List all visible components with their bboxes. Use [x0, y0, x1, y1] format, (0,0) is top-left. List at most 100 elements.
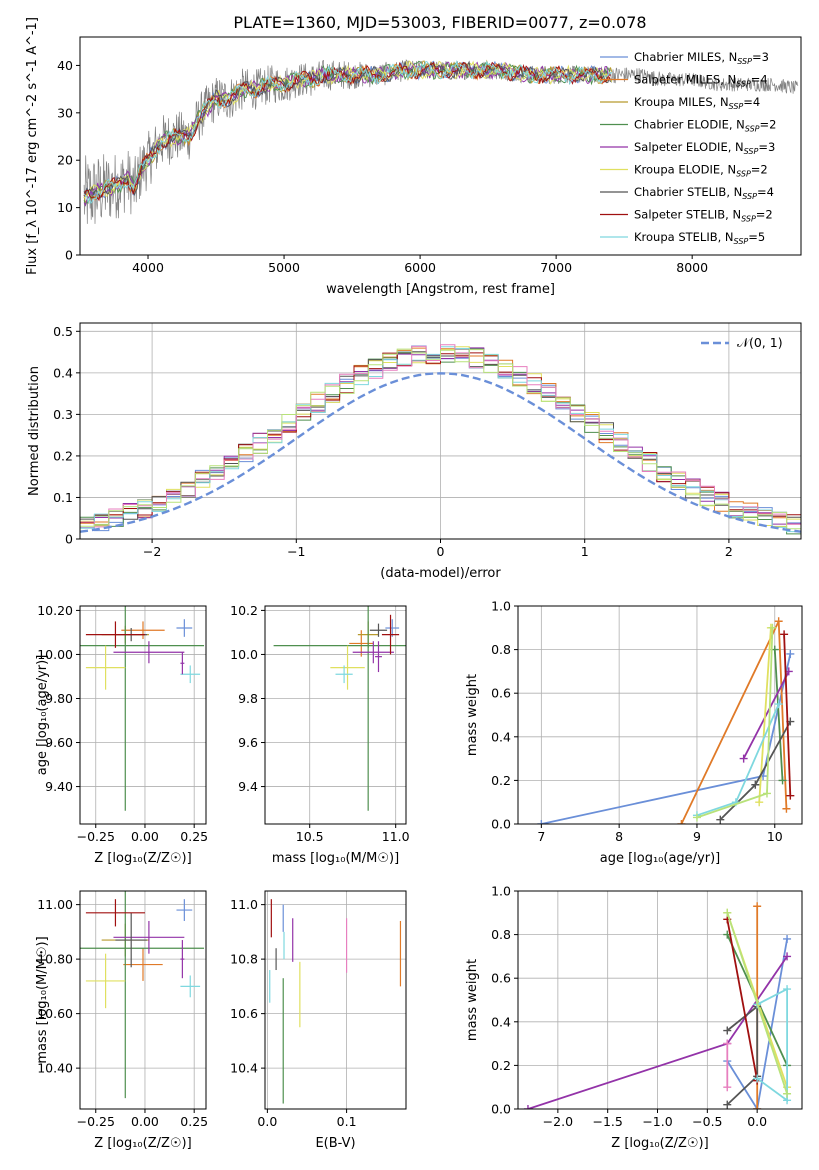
- legend-value: =3: [758, 140, 775, 154]
- y-tick-label: 0.6: [491, 686, 511, 701]
- y-tick-label: 11.00: [37, 897, 73, 912]
- x-tick-label: 0.1: [337, 1114, 357, 1129]
- x-tick-label: 5000: [268, 260, 300, 275]
- legend-subscript: SSP: [736, 170, 751, 179]
- plot-area-spectrum: [83, 59, 799, 224]
- x-tick-label: 1: [581, 544, 589, 559]
- x-tick-label: 4000: [132, 260, 164, 275]
- weight-series-line: [726, 919, 759, 1081]
- x-tick-label: 0.0: [257, 1114, 277, 1129]
- x-axis-label: wavelength [Angstrom, rest frame]: [326, 282, 555, 297]
- legend-subscript: SSP: [744, 147, 759, 156]
- weight-point-marker: [782, 804, 791, 813]
- y-axis-label: mass [log₁₀(M/M☉)]: [35, 936, 50, 1063]
- y-tick-label: 0.0: [491, 1102, 511, 1117]
- y-tick-label: 0.8: [491, 927, 511, 942]
- weight-point-marker: [783, 985, 792, 994]
- x-tick-label: 0.0: [747, 1114, 767, 1129]
- plot-area-z_mass: [80, 891, 205, 1099]
- panel-z_mass: −0.25 0.00 0.25 10.40 10.60 10.80 11.00 Z [log₁…: [35, 890, 208, 1151]
- y-tick-label: 0.2: [53, 448, 73, 463]
- axes-frame: [79, 605, 207, 825]
- x-tick-label: 10: [767, 829, 783, 844]
- weight-series-line: [726, 912, 788, 1094]
- axes-frame: [517, 890, 803, 1110]
- y-tick-label: 9.4: [238, 779, 258, 794]
- weight-point-marker: [753, 1105, 762, 1109]
- chart-layer: 4000 5000 6000 7000 8000010203040wavelength …: [25, 17, 803, 1151]
- weight-series-line: [783, 634, 792, 796]
- y-tick-label: 9.8: [238, 691, 258, 706]
- panel-z_weight: −2.0 −1.5 −1.0 −0.5 0.0 0.0 0.2 0.4 0.6 0.8 1.0 Z […: [465, 884, 803, 1151]
- y-tick-label: 10.60: [37, 1006, 73, 1021]
- legend-subscript: SSP: [734, 237, 749, 246]
- weight-point-marker: [783, 1089, 792, 1098]
- x-axis-label: Z [log₁₀(Z/Z☉)]: [94, 1136, 191, 1151]
- weight-point-marker: [786, 649, 795, 658]
- y-tick-label: 9.80: [45, 691, 73, 706]
- y-axis-label: mass weight: [465, 959, 480, 1041]
- legend-label: Kroupa ELODIE, NSSP=2: [634, 163, 768, 179]
- weight-series-line: [773, 649, 784, 781]
- weight-point-marker: [783, 952, 792, 961]
- legend-label: Chabrier STELIB, NSSP=4: [634, 185, 774, 201]
- spectrum-model-line: [83, 60, 613, 199]
- x-tick-label: 7: [537, 829, 545, 844]
- y-tick-label: 0.6: [491, 971, 511, 986]
- x-tick-label: 2: [725, 544, 733, 559]
- x-tick-label: 0.25: [180, 1114, 208, 1129]
- weight-point-marker: [774, 700, 783, 709]
- weight-point-marker: [537, 820, 546, 824]
- legend-value: =5: [748, 230, 765, 244]
- x-tick-label: 11.0: [382, 829, 410, 844]
- legend-subscript: SSP: [741, 215, 756, 224]
- x-tick-label: −0.5: [692, 1114, 722, 1129]
- y-tick-label: 0: [65, 248, 73, 263]
- legend-subscript: SSP: [736, 80, 751, 89]
- weight-point-marker: [692, 813, 701, 822]
- weight-point-marker: [780, 630, 789, 639]
- plot-area-z_age: [80, 606, 205, 811]
- y-tick-label: 1.0: [491, 599, 511, 614]
- y-tick-label: 10.40: [37, 1061, 73, 1076]
- x-tick-label: −1: [287, 544, 305, 559]
- axes-frame: [264, 605, 407, 825]
- legend-label: Salpeter ELODIE, NSSP=3: [634, 140, 775, 156]
- weight-point-marker: [755, 798, 764, 807]
- y-tick-label: 10.00: [37, 647, 73, 662]
- legend-value: =2: [751, 163, 768, 177]
- x-axis-label: (data-model)/error: [380, 566, 501, 581]
- y-tick-label: 0.2: [491, 1058, 511, 1073]
- y-tick-label: 0.4: [491, 729, 511, 744]
- x-axis-label: mass [log₁₀(M/M☉)]: [272, 851, 399, 866]
- weight-point-marker: [786, 791, 795, 800]
- weight-point-marker: [762, 789, 771, 798]
- y-tick-label: 1.0: [491, 884, 511, 899]
- x-tick-label: −2.0: [543, 1114, 573, 1129]
- plot-area-ebv_mass: [269, 899, 402, 1104]
- axes-frame: [517, 605, 803, 825]
- y-tick-label: 0: [65, 532, 73, 547]
- legend-label: Salpeter MILES, NSSP=4: [634, 73, 768, 89]
- y-tick-label: 0.2: [491, 773, 511, 788]
- weight-point-marker: [774, 617, 783, 626]
- y-tick-label: 0.1: [53, 490, 73, 505]
- y-tick-label: 0.4: [53, 365, 73, 380]
- legend-value: =3: [752, 50, 769, 64]
- x-tick-label: 9: [693, 829, 701, 844]
- plot-area-residuals: [80, 344, 801, 535]
- x-axis-label: E(B-V): [315, 1136, 355, 1151]
- spectrum-model-line: [83, 59, 613, 205]
- weight-point-marker: [723, 1026, 732, 1035]
- legend-value: =4: [757, 185, 774, 199]
- x-tick-label: −1.5: [593, 1114, 623, 1129]
- legend-label: 𝒩(0, 1): [737, 335, 783, 350]
- legend-label: Chabrier ELODIE, NSSP=2: [634, 118, 776, 134]
- legend-value: =4: [743, 95, 760, 109]
- panel-z_age: −0.25 0.00 0.25 9.40 9.60 9.80 10.00 10.20 Z [lo…: [35, 603, 208, 866]
- histogram-step-series: [80, 348, 801, 530]
- weight-point-marker: [753, 1074, 762, 1083]
- y-tick-label: 10: [57, 200, 73, 215]
- weight-series-line: [756, 987, 788, 1103]
